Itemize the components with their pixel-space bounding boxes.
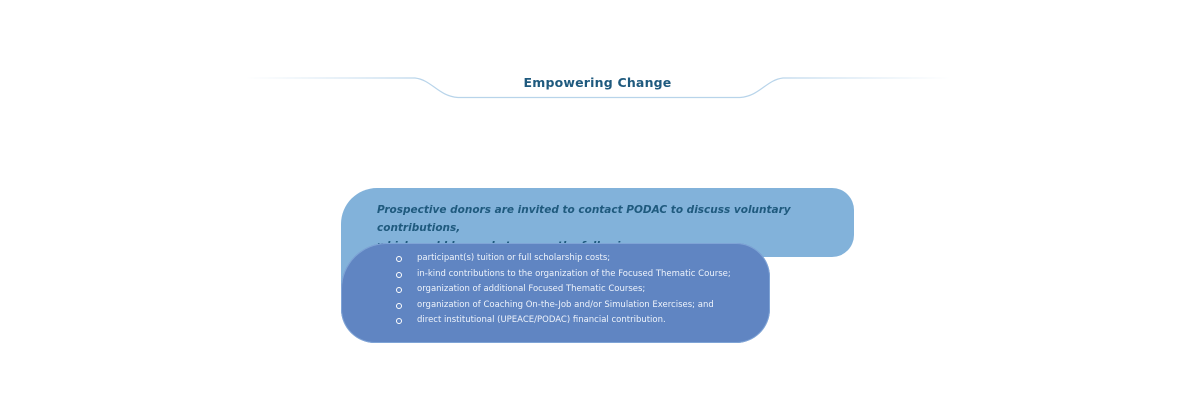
list-item-text: direct institutional (UPEACE/PODAC) fina…: [417, 315, 666, 326]
list-item: in-kind contributions to the organizatio…: [392, 267, 731, 283]
bullet-icon: [396, 302, 402, 309]
bullet-icon: [396, 271, 402, 278]
list-item: organization of Coaching On-the-Job and/…: [392, 298, 731, 314]
list-item: organization of additional Focused Thema…: [392, 282, 731, 298]
contribution-list: participant(s) tuition or full scholarsh…: [392, 251, 731, 329]
bullet-icon: [396, 256, 402, 262]
list-item-text: organization of Coaching On-the-Job and/…: [417, 299, 714, 310]
bullet-icon: [396, 318, 402, 325]
page-title: Empowering Change: [523, 75, 672, 90]
bullet-icon: [396, 287, 402, 294]
header-tab-shape: [245, 77, 950, 99]
list-item: participant(s) tuition or full scholarsh…: [392, 251, 731, 267]
list-item-text: in-kind contributions to the organizatio…: [417, 268, 731, 279]
intro-line-1: Prospective donors are invited to contac…: [377, 204, 791, 234]
list-item-text: organization of additional Focused Thema…: [417, 284, 646, 295]
list-item-text: participant(s) tuition or full scholarsh…: [417, 253, 611, 263]
list-item: direct institutional (UPEACE/PODAC) fina…: [392, 313, 731, 329]
contribution-list-panel: [341, 243, 770, 343]
